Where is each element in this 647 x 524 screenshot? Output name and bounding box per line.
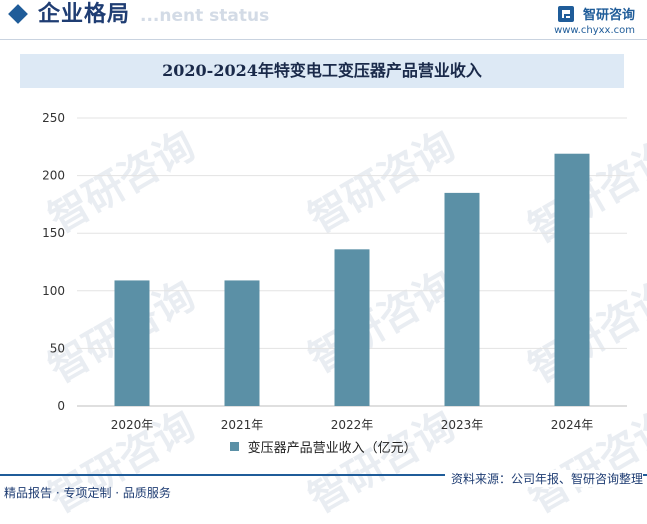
legend: 变压器产品营业收入（亿元） [0, 437, 647, 456]
section-title: 企业格局 [38, 2, 131, 27]
bar [114, 280, 150, 406]
bar [224, 280, 260, 406]
x-tick-label: 2020年 [111, 418, 154, 432]
y-tick-label: 200 [42, 169, 65, 183]
footer-source: 资料来源：公司年报、智研咨询整理 [444, 470, 643, 487]
header: 企业格局 ...nent status 智研咨询 www.chyxx.com [0, 0, 647, 40]
x-tick-label: 2024年 [551, 418, 594, 432]
brand-name: 智研咨询 [582, 8, 635, 23]
chart-title-box: 2020-2024年特变电工变压器产品营业收入 [20, 54, 624, 88]
y-tick-label: 100 [42, 284, 65, 298]
x-tick-label: 2021年 [221, 418, 264, 432]
legend-swatch [230, 442, 240, 451]
x-tick-label: 2023年 [441, 418, 484, 432]
y-tick-label: 0 [57, 399, 65, 413]
brand: 智研咨询 www.chyxx.com [554, 3, 635, 36]
bar [554, 153, 590, 406]
chart-title: 2020-2024年特变电工变压器产品营业收入 [162, 61, 482, 80]
x-tick-label: 2022年 [331, 418, 374, 432]
y-tick-label: 50 [50, 341, 65, 355]
footer-divider [0, 474, 647, 476]
y-tick-label: 250 [42, 111, 65, 125]
header-divider [0, 39, 647, 40]
bar [444, 192, 480, 406]
bar-chart: 0 50 100 150 200 250 2020年 2021年 2022年 2023年 2024年 [42, 111, 627, 432]
brand-logo-icon [557, 5, 574, 22]
legend-label: 变压器产品营业收入（亿元） [247, 441, 417, 456]
section-subtitle: ...nent status [140, 6, 270, 26]
brand-url: www.chyxx.com [554, 25, 635, 36]
bar [334, 249, 370, 406]
footer-tagline: 精品报告 · 专项定制 · 品质服务 [4, 486, 171, 500]
y-tick-label: 150 [42, 226, 65, 240]
